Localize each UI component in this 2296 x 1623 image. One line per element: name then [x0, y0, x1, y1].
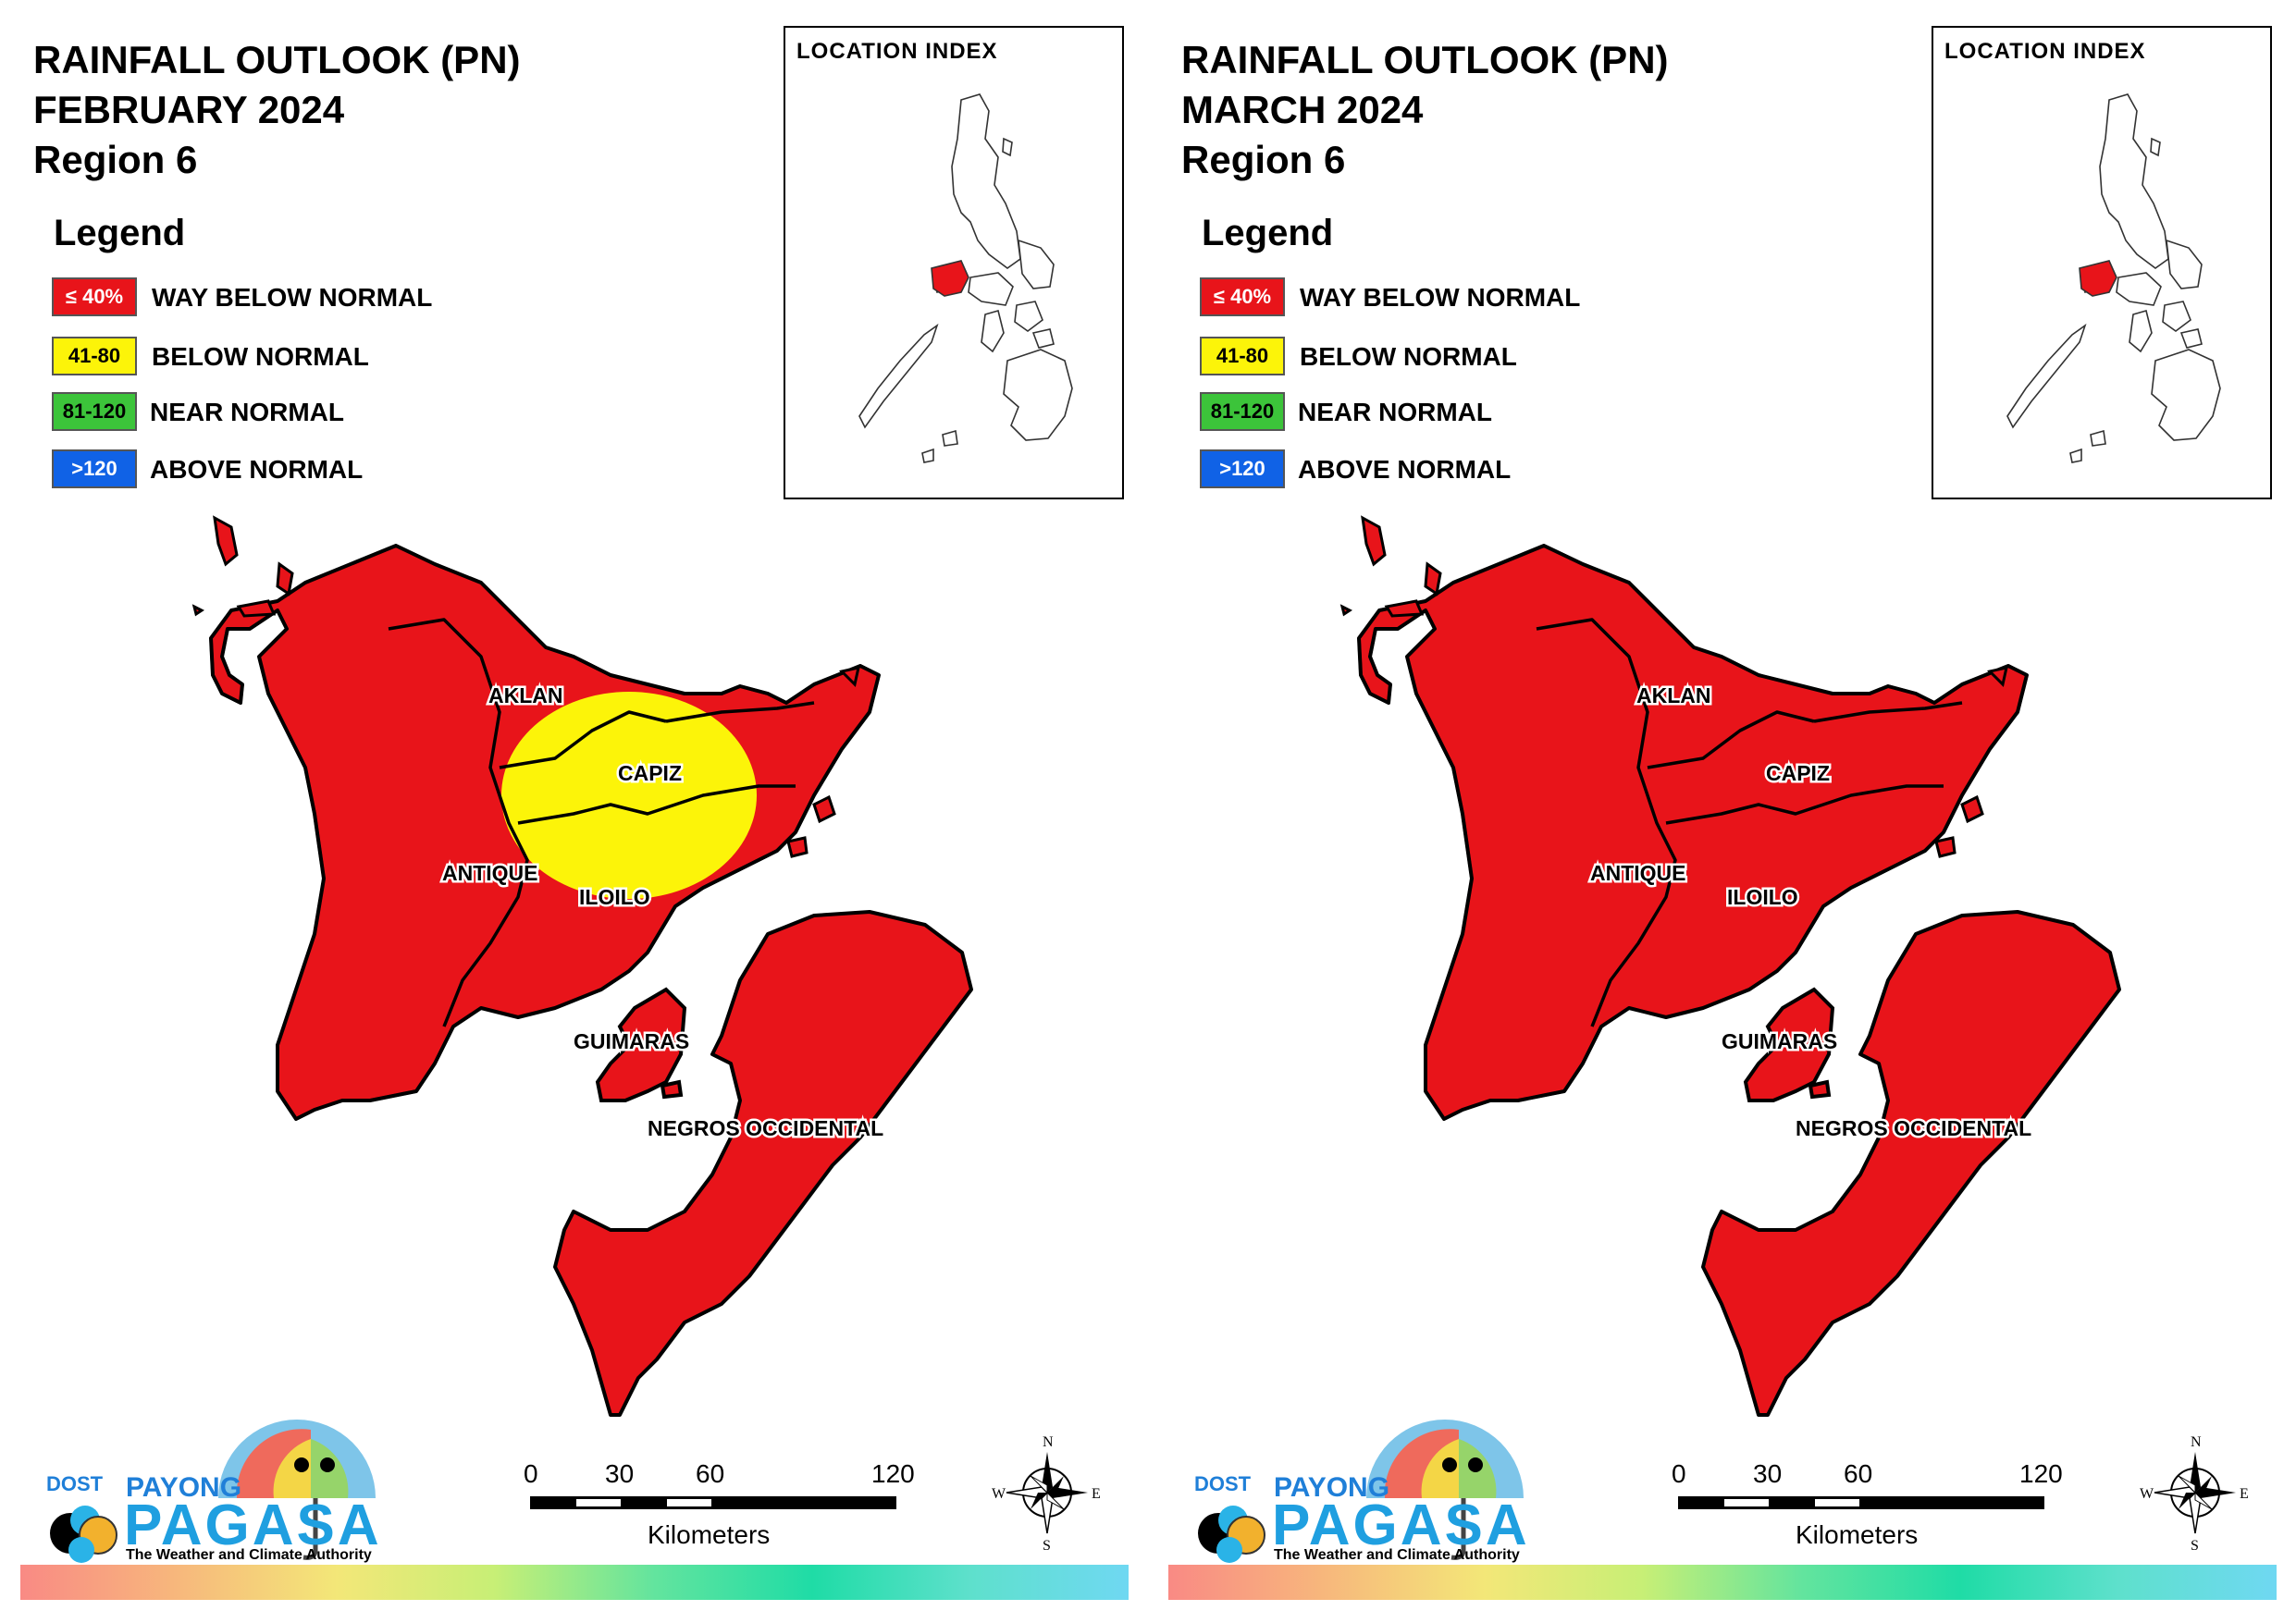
title-line-2: FEBRUARY 2024 [33, 88, 345, 131]
legend-label: ABOVE NORMAL [150, 455, 364, 484]
negros-occidental [1701, 910, 2121, 1417]
legend-swatch: 81-120 [1200, 392, 1285, 431]
svg-text:DOST: DOST [1194, 1472, 1252, 1495]
legend-swatch: 81-120 [52, 392, 137, 431]
outlook-panel-february: RAINFALL OUTLOOK (PN) FEBRUARY 2024 Regi… [20, 26, 1129, 1600]
legend-label: NEAR NORMAL [150, 398, 344, 426]
legend-label: ABOVE NORMAL [1298, 455, 1512, 484]
title-line-3: Region 6 [33, 138, 198, 181]
map-title: RAINFALL OUTLOOK (PN) FEBRUARY 2024 Regi… [33, 35, 521, 185]
svg-text:DOST: DOST [46, 1472, 104, 1495]
scale-tick-label: 0 [1672, 1459, 1686, 1488]
svg-text:PAGASA: PAGASA [124, 1494, 382, 1557]
scale-tick-label: 60 [1844, 1459, 1873, 1488]
bottom-color-bar [20, 1565, 1129, 1600]
legend-label: BELOW NORMAL [152, 342, 369, 371]
svg-text:S: S [2191, 1538, 2199, 1554]
title-line-1: RAINFALL OUTLOOK (PN) [33, 38, 521, 81]
payong-pagasa-logo: DOST PAYONG PAGASA The Weather and Clima… [33, 1387, 385, 1563]
svg-text:The Weather and Climate Author: The Weather and Climate Authority [1274, 1547, 1520, 1563]
scale-tick-label: 120 [871, 1459, 915, 1488]
inset-title: LOCATION INDEX [796, 39, 998, 64]
north-islets [1339, 515, 1442, 618]
province-labels: AKLAN CAPIZ ANTIQUE ILOILO GUIMARAS NEGR… [440, 682, 886, 1143]
label-negros-occidental: NEGROS OCCIDENTAL [648, 1116, 883, 1140]
svg-text:E: E [1092, 1486, 1101, 1502]
scale-tick-label: 0 [524, 1459, 538, 1488]
svg-text:PAYONG: PAYONG [126, 1472, 241, 1503]
scale-tick-label: 120 [2019, 1459, 2063, 1488]
legend-swatch: ≤ 40% [1200, 277, 1285, 316]
east-islets [786, 666, 860, 858]
outlook-panel-march: RAINFALL OUTLOOK (PN) MARCH 2024 Region … [1148, 0, 2296, 1623]
north-islets [191, 515, 294, 618]
location-index-inset: LOCATION INDEX [1932, 26, 2272, 499]
legend-swatch: >120 [52, 449, 137, 488]
label-iloilo: ILOILO [579, 885, 650, 909]
svg-text:N: N [1043, 1434, 1054, 1450]
legend-label: WAY BELOW NORMAL [152, 283, 433, 312]
svg-text:N: N [2191, 1434, 2202, 1450]
title-line-3: Region 6 [1181, 138, 1346, 181]
scale-bar [1678, 1496, 2044, 1509]
svg-text:PAYONG: PAYONG [1274, 1472, 1389, 1503]
svg-text:The Weather and Climate Author: The Weather and Climate Authority [126, 1547, 372, 1563]
label-capiz: CAPIZ [1766, 761, 1830, 785]
scale-bar [530, 1496, 896, 1509]
guimaras-island [595, 987, 687, 1102]
svg-text:E: E [2240, 1486, 2249, 1502]
province-boundaries [209, 544, 881, 1121]
label-antique: ANTIQUE [442, 861, 538, 885]
guimaras-island [1743, 987, 1835, 1102]
east-islets [1934, 666, 2008, 858]
legend-label: WAY BELOW NORMAL [1300, 283, 1581, 312]
label-guimaras: GUIMARAS [574, 1029, 689, 1053]
province-labels: AKLAN CAPIZ ANTIQUE ILOILO GUIMARAS NEGR… [1588, 682, 2034, 1143]
philippines-outline-map [858, 93, 1073, 463]
svg-text:PAGASA: PAGASA [1272, 1494, 1530, 1557]
north-arrow-icon: N E S W [992, 1433, 1103, 1554]
region-6-highlight [931, 260, 969, 297]
svg-text:W: W [992, 1486, 1006, 1502]
province-boundaries [1357, 544, 2029, 1121]
scale-tick-label: 30 [605, 1459, 635, 1488]
label-aklan: AKLAN [488, 683, 563, 707]
label-iloilo: ILOILO [1727, 885, 1798, 909]
region-6-map: AKLAN CAPIZ ANTIQUE ILOILO GUIMARAS NEGR… [191, 515, 973, 1417]
legend-swatch: 41-80 [52, 337, 137, 375]
legend-label: BELOW NORMAL [1300, 342, 1517, 371]
payong-pagasa-logo: DOST PAYONG PAGASA The Weather and Clima… [1181, 1387, 1533, 1563]
legend-swatch: ≤ 40% [52, 277, 137, 316]
scale-unit: Kilometers [648, 1520, 771, 1549]
north-arrow-icon: N E S W [2140, 1433, 2251, 1554]
bottom-color-bar [1168, 1565, 2277, 1600]
label-negros-occidental: NEGROS OCCIDENTAL [1796, 1116, 2031, 1140]
label-guimaras: GUIMARAS [1722, 1029, 1837, 1053]
location-index-inset: LOCATION INDEX [784, 26, 1124, 499]
scale-tick-label: 30 [1753, 1459, 1783, 1488]
inset-title: LOCATION INDEX [1944, 39, 2146, 64]
legend-swatch: 41-80 [1200, 337, 1285, 375]
label-aklan: AKLAN [1636, 683, 1711, 707]
legend-title: Legend [1202, 213, 1334, 253]
label-antique: ANTIQUE [1590, 861, 1686, 885]
scale-unit: Kilometers [1796, 1520, 1919, 1549]
philippines-outline-map [2006, 93, 2221, 463]
scale-tick-label: 60 [696, 1459, 725, 1488]
label-capiz: CAPIZ [618, 761, 682, 785]
title-line-2: MARCH 2024 [1181, 88, 1424, 131]
legend-label: NEAR NORMAL [1298, 398, 1492, 426]
legend-title: Legend [54, 213, 186, 253]
title-line-1: RAINFALL OUTLOOK (PN) [1181, 38, 1669, 81]
legend-swatch: >120 [1200, 449, 1285, 488]
map-title: RAINFALL OUTLOOK (PN) MARCH 2024 Region … [1181, 35, 1669, 185]
region-6-highlight [2079, 260, 2117, 297]
region-6-map: AKLAN CAPIZ ANTIQUE ILOILO GUIMARAS NEGR… [1339, 515, 2121, 1417]
svg-text:S: S [1043, 1538, 1051, 1554]
svg-text:W: W [2140, 1486, 2154, 1502]
below-normal-zone [501, 692, 757, 899]
negros-occidental [553, 910, 973, 1417]
